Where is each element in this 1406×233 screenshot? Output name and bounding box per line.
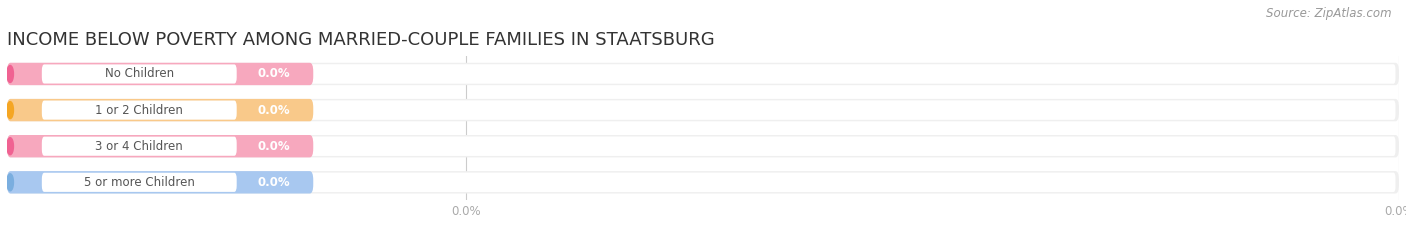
FancyBboxPatch shape <box>309 137 1396 156</box>
FancyBboxPatch shape <box>7 63 1399 85</box>
FancyBboxPatch shape <box>7 99 1399 121</box>
FancyBboxPatch shape <box>7 99 314 121</box>
FancyBboxPatch shape <box>7 63 314 85</box>
Text: 0.0%: 0.0% <box>257 104 291 116</box>
Circle shape <box>7 174 14 191</box>
FancyBboxPatch shape <box>309 64 1396 84</box>
FancyBboxPatch shape <box>7 171 1399 194</box>
Text: 0.0%: 0.0% <box>257 140 291 153</box>
FancyBboxPatch shape <box>42 173 236 192</box>
Circle shape <box>7 138 14 155</box>
Text: No Children: No Children <box>104 68 174 80</box>
FancyBboxPatch shape <box>7 135 314 158</box>
Text: INCOME BELOW POVERTY AMONG MARRIED-COUPLE FAMILIES IN STAATSBURG: INCOME BELOW POVERTY AMONG MARRIED-COUPL… <box>7 31 714 49</box>
Text: 0.0%: 0.0% <box>257 68 291 80</box>
Text: 5 or more Children: 5 or more Children <box>84 176 194 189</box>
FancyBboxPatch shape <box>42 100 236 120</box>
Text: 1 or 2 Children: 1 or 2 Children <box>96 104 183 116</box>
Circle shape <box>7 102 14 119</box>
FancyBboxPatch shape <box>309 173 1396 192</box>
Circle shape <box>7 65 14 82</box>
FancyBboxPatch shape <box>42 64 236 84</box>
FancyBboxPatch shape <box>7 135 1399 158</box>
FancyBboxPatch shape <box>309 100 1396 120</box>
Text: Source: ZipAtlas.com: Source: ZipAtlas.com <box>1267 7 1392 20</box>
Text: 3 or 4 Children: 3 or 4 Children <box>96 140 183 153</box>
FancyBboxPatch shape <box>7 171 314 194</box>
Text: 0.0%: 0.0% <box>257 176 291 189</box>
FancyBboxPatch shape <box>42 137 236 156</box>
